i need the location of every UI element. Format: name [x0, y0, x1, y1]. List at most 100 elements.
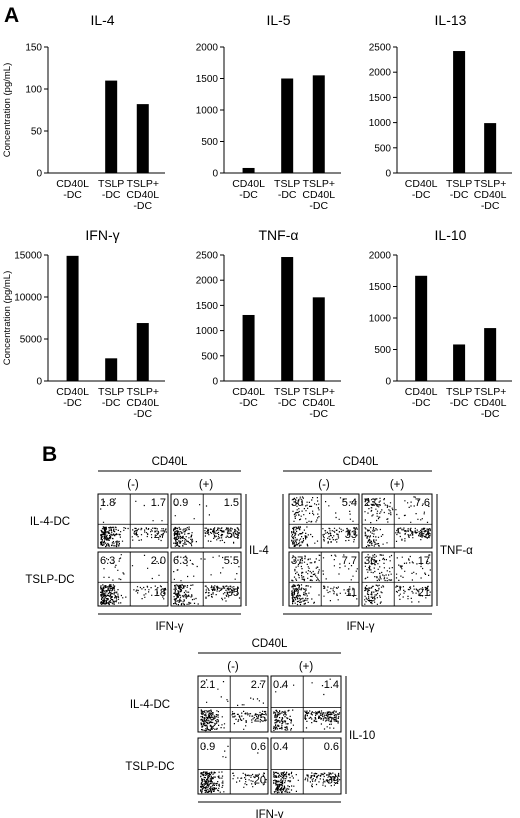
y-tick-label: 1500	[369, 282, 392, 293]
category-label: CD40L -DC	[56, 178, 89, 201]
y-marker-label: IL-4	[249, 545, 269, 557]
y-tick-label: 0	[212, 377, 218, 388]
y-tick-label: 0	[36, 169, 42, 180]
panel-b-letter: B	[42, 443, 57, 466]
quadrant-upper-right: 1.7	[151, 497, 166, 509]
bar	[66, 255, 79, 381]
quadrant-upper-left: 0.4	[273, 741, 288, 753]
column-label: (-)	[227, 661, 239, 673]
quadrant-upper-left: 6.3	[173, 555, 188, 567]
y-tick-label: 0	[36, 377, 42, 388]
column-label: (+)	[390, 479, 405, 491]
bar	[281, 78, 294, 173]
dot-plot: 0.4 0.6 39	[270, 737, 342, 795]
quadrant-upper-right: 7.6	[415, 497, 430, 509]
y-tick-label: 500	[374, 345, 391, 356]
quadrant-upper-right: 7.7	[342, 555, 357, 567]
plot-frame	[170, 493, 242, 549]
quadrant-upper-left: 6.3	[100, 555, 115, 567]
quadrant-upper-left: 30	[291, 497, 303, 509]
chart-title: IFN-γ	[85, 227, 119, 243]
quadrant-lower-right: 11	[346, 587, 357, 599]
bar-chart: IL-13 0 500 1000 1500 2000 2500 CD40L -DC TSLP -DC…	[369, 12, 512, 212]
chart-title: IL-13	[435, 12, 467, 28]
quadrant-upper-left: 37	[291, 555, 303, 567]
bar	[484, 123, 497, 173]
bar	[136, 104, 149, 173]
y-tick-label: 1000	[369, 314, 392, 325]
chart-title: IL-5	[266, 12, 290, 28]
quadrant-upper-right: 1.5	[224, 497, 239, 509]
panel-a-letter: A	[4, 4, 19, 27]
scatter-dots	[100, 554, 167, 606]
y-tick-label: 50	[31, 127, 43, 138]
bar	[105, 358, 118, 381]
column-label: (-)	[318, 479, 330, 491]
category-label: CD40L -DC	[405, 178, 438, 201]
quadrant-lower-right: 33	[345, 529, 357, 541]
bar	[453, 51, 466, 174]
y-tick-label: 1000	[196, 106, 219, 117]
dot-plot: 0.9 0.6 20	[197, 737, 269, 795]
bar	[484, 328, 497, 381]
dot-plot: 30 5.4 33	[288, 493, 360, 549]
y-axis-label: Concentration (pg/mL)	[2, 271, 13, 366]
scatter-dots	[100, 498, 167, 548]
scatter-dots	[291, 554, 358, 606]
category-label: TSLP -DC	[446, 178, 472, 201]
category-label: CD40L -DC	[232, 178, 265, 201]
plot-frame	[288, 551, 360, 607]
y-tick-label: 1000	[369, 118, 392, 129]
column-label: (+)	[299, 661, 314, 673]
scatter-dots	[364, 554, 431, 605]
y-tick-label: 1000	[196, 326, 219, 337]
plot-frame	[270, 737, 342, 795]
bar	[242, 314, 255, 381]
plot-frame	[97, 551, 169, 607]
y-tick-label: 1500	[196, 74, 219, 85]
y-tick-label: 500	[201, 137, 218, 148]
quadrant-lower-right: 50	[227, 529, 239, 541]
quadrant-lower-right: 35	[227, 587, 239, 599]
y-tick-label: 0	[385, 169, 391, 180]
bar	[105, 80, 118, 173]
category-label: TSLP+ CD40L -DC	[302, 386, 335, 420]
bar	[312, 297, 325, 381]
y-tick-label: 2500	[369, 43, 392, 54]
y-tick-label: 500	[201, 351, 218, 362]
category-label: TSLP+ CD40L -DC	[474, 386, 507, 420]
y-tick-label: 500	[374, 143, 391, 154]
quadrant-upper-right: 0.6	[324, 741, 339, 753]
quadrant-upper-left: 0.9	[173, 497, 188, 509]
quadrant-upper-right: 2.7	[251, 679, 266, 691]
category-label: TSLP+ CD40L -DC	[126, 178, 159, 212]
bar	[242, 167, 255, 173]
y-tick-label: 5000	[20, 335, 43, 346]
quadrant-lower-right: 39	[327, 774, 339, 786]
quadrant-lower-right: 27	[154, 529, 166, 541]
quadrant-lower-right: 18	[154, 587, 166, 599]
quadrant-lower-right: 21	[418, 587, 430, 599]
row-label: IL-4-DC	[130, 699, 170, 711]
quadrant-lower-right: 51	[327, 712, 339, 724]
category-label: TSLP -DC	[98, 178, 124, 201]
y-tick-label: 2000	[369, 68, 392, 79]
bar	[136, 323, 149, 381]
y-tick-label: 100	[25, 85, 42, 96]
category-label: TSLP -DC	[446, 386, 472, 409]
quadrant-upper-right: 2.0	[151, 555, 166, 567]
row-label: TSLP-DC	[125, 761, 174, 773]
dot-plot: 23 7.6 43	[361, 493, 433, 549]
category-label: TSLP -DC	[274, 178, 300, 201]
column-label: (+)	[199, 479, 214, 491]
quadrant-upper-left: 0.9	[200, 741, 215, 753]
scatter-dots	[364, 496, 431, 548]
bar	[281, 257, 294, 381]
quadrant-upper-left: 36	[364, 555, 376, 567]
quadrant-upper-left: 0.4	[273, 679, 288, 691]
y-marker-label: TNF-α	[440, 545, 473, 557]
y-tick-label: 15000	[14, 251, 42, 262]
row-label: IL-4-DC	[30, 516, 70, 528]
